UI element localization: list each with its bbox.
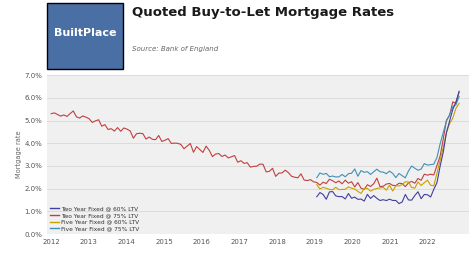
FancyBboxPatch shape bbox=[47, 3, 123, 69]
Text: Source: Bank of England: Source: Bank of England bbox=[132, 46, 218, 52]
Y-axis label: Mortgage rate: Mortgage rate bbox=[16, 131, 22, 178]
Text: BuiltPlace: BuiltPlace bbox=[54, 28, 117, 38]
Legend: Two Year Fixed @ 60% LTV, Two Year Fixed @ 75% LTV, Five Year Fixed @ 60% LTV, F: Two Year Fixed @ 60% LTV, Two Year Fixed… bbox=[50, 206, 140, 231]
Text: Quoted Buy-to-Let Mortgage Rates: Quoted Buy-to-Let Mortgage Rates bbox=[132, 6, 394, 19]
